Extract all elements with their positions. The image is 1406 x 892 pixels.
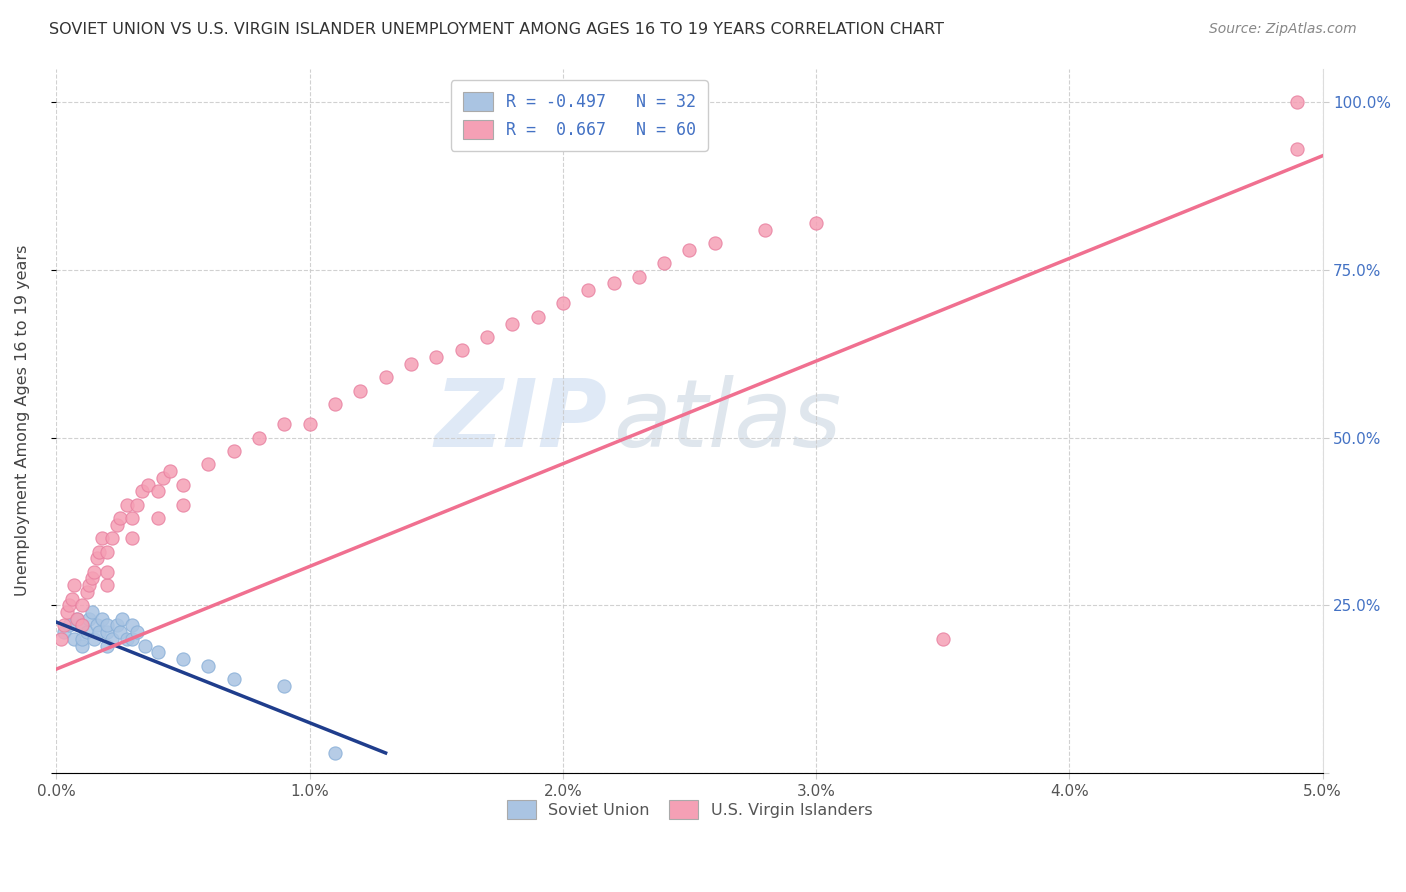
Y-axis label: Unemployment Among Ages 16 to 19 years: Unemployment Among Ages 16 to 19 years (15, 245, 30, 597)
Point (58, 618, 80, 632)
Point (83, 632, 105, 646)
Point (76, 585, 98, 599)
Point (197, 658, 219, 673)
Point (70, 618, 93, 632)
Point (652, 256, 675, 270)
Point (131, 484, 153, 499)
Point (108, 511, 131, 525)
Point (323, 746, 346, 760)
Point (172, 477, 194, 491)
Point (96, 625, 118, 640)
Point (117, 498, 139, 512)
Point (55, 605, 77, 619)
Point (136, 477, 159, 491)
Point (273, 679, 295, 693)
Point (96, 578, 118, 592)
Point (91, 612, 114, 626)
Point (703, 235, 725, 250)
Point (127, 625, 149, 640)
Point (86, 618, 108, 632)
Text: Source: ZipAtlas.com: Source: ZipAtlas.com (1209, 22, 1357, 37)
Point (70, 599, 93, 613)
Point (79, 612, 101, 626)
Point (197, 458, 219, 472)
Point (526, 310, 548, 324)
Point (551, 296, 574, 310)
Point (127, 498, 149, 512)
Point (91, 531, 114, 545)
Point (627, 269, 650, 284)
Text: SOVIET UNION VS U.S. VIRGIN ISLANDER UNEMPLOYMENT AMONG AGES 16 TO 19 YEARS CORR: SOVIET UNION VS U.S. VIRGIN ISLANDER UNE… (49, 22, 945, 37)
Point (86, 551, 108, 566)
Point (602, 277, 624, 291)
Point (152, 471, 174, 485)
Point (273, 417, 295, 432)
Point (70, 632, 93, 646)
Point (51, 632, 73, 646)
Point (323, 397, 346, 411)
Point (134, 639, 156, 653)
Point (79, 578, 101, 592)
Point (80, 605, 103, 619)
Point (105, 618, 128, 632)
Point (754, 222, 776, 236)
Point (678, 243, 700, 257)
Point (58, 599, 80, 613)
Point (159, 464, 181, 478)
Point (222, 672, 245, 686)
Point (475, 330, 498, 344)
Point (146, 511, 169, 525)
Point (450, 343, 472, 358)
Text: atlas: atlas (613, 376, 842, 467)
Point (96, 639, 118, 653)
Text: ZIP: ZIP (434, 375, 607, 467)
Point (804, 216, 827, 230)
Point (76, 625, 98, 640)
Point (1286, 142, 1309, 156)
Point (80, 572, 103, 586)
Point (96, 544, 118, 558)
Point (63, 632, 86, 646)
Point (60, 591, 83, 606)
Point (121, 618, 143, 632)
Point (105, 517, 128, 532)
Point (101, 632, 124, 646)
Point (501, 317, 523, 331)
Point (121, 531, 143, 545)
Point (117, 632, 139, 646)
Point (121, 511, 143, 525)
Point (576, 283, 599, 297)
Point (89, 625, 111, 640)
Point (146, 484, 169, 499)
Point (83, 565, 105, 579)
Point (247, 431, 270, 445)
Point (66, 612, 89, 626)
Point (96, 618, 118, 632)
Point (399, 357, 422, 371)
Legend: Soviet Union, U.S. Virgin Islanders: Soviet Union, U.S. Virgin Islanders (501, 794, 879, 825)
Point (66, 612, 89, 626)
Point (1286, 95, 1309, 109)
Point (298, 417, 321, 432)
Point (111, 612, 134, 626)
Point (222, 444, 245, 458)
Point (96, 565, 118, 579)
Point (349, 384, 371, 398)
Point (146, 645, 169, 659)
Point (374, 370, 396, 384)
Point (121, 632, 143, 646)
Point (172, 652, 194, 666)
Point (70, 639, 93, 653)
Point (63, 578, 86, 592)
Point (70, 618, 93, 632)
Point (89, 544, 111, 558)
Point (425, 350, 447, 364)
Point (932, 632, 955, 646)
Point (53, 618, 76, 632)
Point (172, 498, 194, 512)
Point (108, 625, 131, 640)
Point (53, 625, 76, 640)
Point (101, 531, 124, 545)
